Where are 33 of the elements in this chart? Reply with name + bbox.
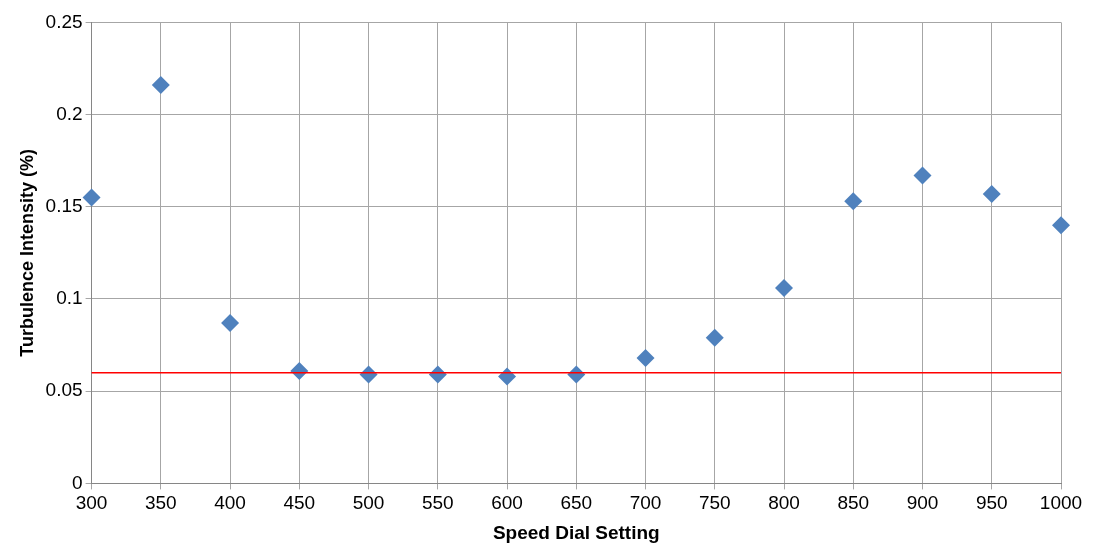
y-tick-label: 0.05 — [45, 379, 83, 401]
point — [982, 184, 1001, 203]
x-tick-label: 400 — [214, 492, 246, 514]
x-tick-label: 700 — [629, 492, 662, 514]
x-tick-label: 950 — [975, 492, 1008, 514]
point — [913, 166, 932, 185]
point — [844, 192, 863, 211]
y-tick-label: 0.25 — [45, 10, 83, 32]
x-tick-label: 500 — [352, 492, 385, 514]
point — [705, 328, 724, 347]
x-axis-title: Speed Dial Setting — [492, 521, 660, 543]
x-tick-label: 800 — [768, 492, 800, 514]
point — [221, 313, 240, 332]
x-tick-label: 650 — [560, 492, 593, 514]
y-tick-label: 0.2 — [56, 102, 83, 124]
y-tick-label: 0.1 — [56, 287, 83, 309]
point — [151, 76, 170, 95]
point — [1052, 216, 1070, 235]
x-tick-label: 600 — [491, 492, 523, 514]
x-tick-label: 900 — [906, 492, 939, 514]
x-tick-label: 350 — [144, 492, 177, 514]
point — [82, 188, 101, 207]
x-tick-label: 1000 — [1039, 492, 1083, 514]
x-tick-label: 450 — [283, 492, 316, 514]
point — [775, 278, 794, 297]
point — [636, 349, 655, 368]
y-axis-title: Turbulence Intensity (%) — [16, 149, 37, 357]
x-tick-label: 550 — [421, 492, 454, 514]
y-tick-label: 0.15 — [45, 195, 83, 217]
x-tick-label: 750 — [698, 492, 731, 514]
x-tick-label: 850 — [837, 492, 870, 514]
x-tick-label: 300 — [75, 492, 108, 514]
y-tick-label: 0 — [72, 471, 83, 493]
